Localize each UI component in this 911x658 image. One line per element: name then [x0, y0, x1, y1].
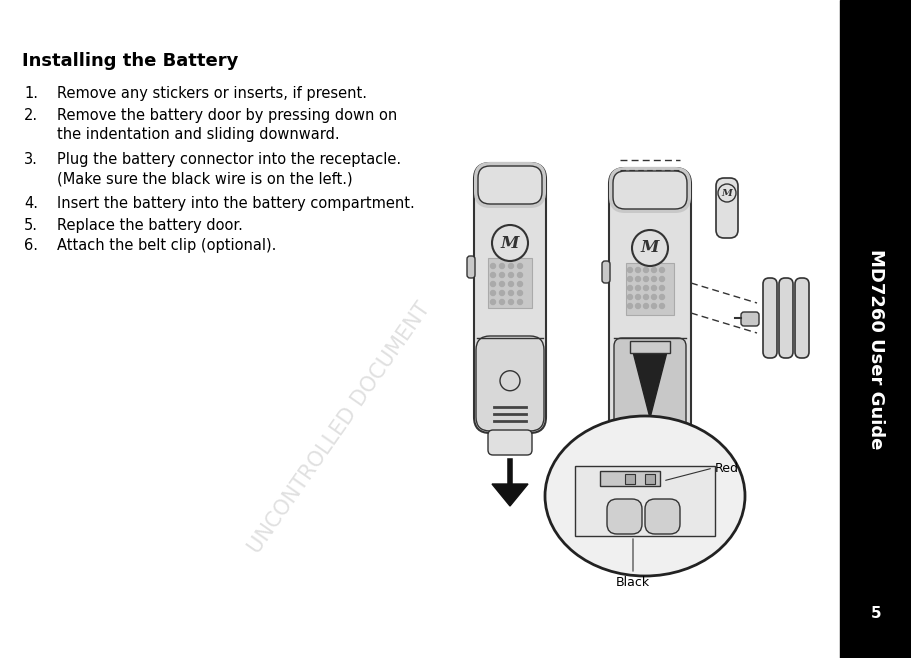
Circle shape	[659, 276, 664, 282]
Circle shape	[499, 282, 504, 286]
FancyBboxPatch shape	[474, 163, 546, 433]
Circle shape	[650, 268, 656, 272]
Circle shape	[508, 290, 513, 295]
Circle shape	[643, 286, 648, 290]
Circle shape	[490, 299, 495, 305]
FancyBboxPatch shape	[474, 162, 546, 208]
Circle shape	[491, 225, 527, 261]
Circle shape	[631, 230, 667, 266]
Bar	[574, 466, 714, 536]
FancyBboxPatch shape	[763, 278, 776, 358]
Bar	[644, 474, 654, 484]
Text: MD7260 User Guide: MD7260 User Guide	[866, 249, 884, 449]
Circle shape	[499, 370, 519, 391]
Ellipse shape	[545, 416, 744, 576]
Circle shape	[508, 282, 513, 286]
Circle shape	[499, 272, 504, 278]
Text: M: M	[500, 234, 518, 251]
Circle shape	[659, 286, 664, 290]
Polygon shape	[491, 484, 527, 506]
Circle shape	[490, 263, 495, 268]
Text: Installing the Battery: Installing the Battery	[22, 52, 238, 70]
Bar	[487, 258, 531, 308]
Text: Remove the battery door by pressing down on
the indentation and sliding downward: Remove the battery door by pressing down…	[56, 108, 397, 142]
Text: 6.: 6.	[24, 238, 38, 253]
Polygon shape	[631, 348, 667, 418]
FancyBboxPatch shape	[609, 167, 691, 213]
Circle shape	[659, 295, 664, 299]
Text: Black: Black	[615, 576, 650, 589]
Circle shape	[508, 272, 513, 278]
Bar	[839, 0, 911, 658]
Circle shape	[650, 303, 656, 309]
Text: Plug the battery connector into the receptacle.
(Make sure the black wire is on : Plug the battery connector into the rece…	[56, 152, 401, 186]
Circle shape	[627, 303, 632, 309]
Circle shape	[643, 295, 648, 299]
Bar	[599, 471, 660, 486]
Text: M: M	[640, 240, 659, 257]
FancyBboxPatch shape	[778, 278, 793, 358]
FancyBboxPatch shape	[613, 338, 685, 433]
FancyBboxPatch shape	[609, 168, 691, 438]
Text: 5: 5	[870, 606, 880, 620]
Circle shape	[650, 276, 656, 282]
FancyBboxPatch shape	[740, 312, 758, 326]
Circle shape	[643, 303, 648, 309]
Text: Insert the battery into the battery compartment.: Insert the battery into the battery comp…	[56, 196, 415, 211]
Text: 3.: 3.	[24, 152, 38, 167]
FancyBboxPatch shape	[476, 336, 543, 431]
Bar	[630, 341, 670, 353]
FancyBboxPatch shape	[612, 171, 686, 209]
Circle shape	[517, 272, 522, 278]
Text: Red: Red	[714, 461, 738, 474]
FancyBboxPatch shape	[715, 178, 737, 238]
Circle shape	[499, 263, 504, 268]
Circle shape	[490, 272, 495, 278]
Circle shape	[490, 282, 495, 286]
FancyBboxPatch shape	[487, 430, 531, 455]
Circle shape	[508, 263, 513, 268]
Circle shape	[659, 268, 664, 272]
Text: 1.: 1.	[24, 86, 38, 101]
FancyBboxPatch shape	[477, 166, 541, 204]
Circle shape	[635, 268, 640, 272]
Circle shape	[650, 286, 656, 290]
Circle shape	[517, 263, 522, 268]
Circle shape	[517, 299, 522, 305]
Circle shape	[635, 276, 640, 282]
Circle shape	[635, 295, 640, 299]
Circle shape	[643, 276, 648, 282]
FancyBboxPatch shape	[601, 261, 609, 283]
FancyBboxPatch shape	[644, 499, 680, 534]
Circle shape	[499, 299, 504, 305]
Circle shape	[508, 299, 513, 305]
Circle shape	[659, 303, 664, 309]
FancyBboxPatch shape	[794, 278, 808, 358]
Circle shape	[627, 268, 632, 272]
Circle shape	[635, 286, 640, 290]
Text: UNCONTROLLED DOCUMENT: UNCONTROLLED DOCUMENT	[245, 299, 435, 557]
Circle shape	[650, 295, 656, 299]
Text: Attach the belt clip (optional).: Attach the belt clip (optional).	[56, 238, 276, 253]
Circle shape	[643, 268, 648, 272]
Circle shape	[490, 290, 495, 295]
Bar	[624, 474, 634, 484]
Text: M: M	[721, 188, 732, 197]
Text: Replace the battery door.: Replace the battery door.	[56, 218, 242, 233]
Text: 2.: 2.	[24, 108, 38, 123]
Text: Remove any stickers or inserts, if present.: Remove any stickers or inserts, if prese…	[56, 86, 366, 101]
Text: 4.: 4.	[24, 196, 38, 211]
Circle shape	[499, 290, 504, 295]
Circle shape	[627, 295, 632, 299]
FancyBboxPatch shape	[466, 256, 475, 278]
Circle shape	[627, 286, 632, 290]
FancyBboxPatch shape	[607, 499, 641, 534]
Circle shape	[627, 276, 632, 282]
Circle shape	[635, 303, 640, 309]
Text: 5.: 5.	[24, 218, 38, 233]
Circle shape	[517, 290, 522, 295]
Bar	[625, 263, 673, 315]
Circle shape	[517, 282, 522, 286]
